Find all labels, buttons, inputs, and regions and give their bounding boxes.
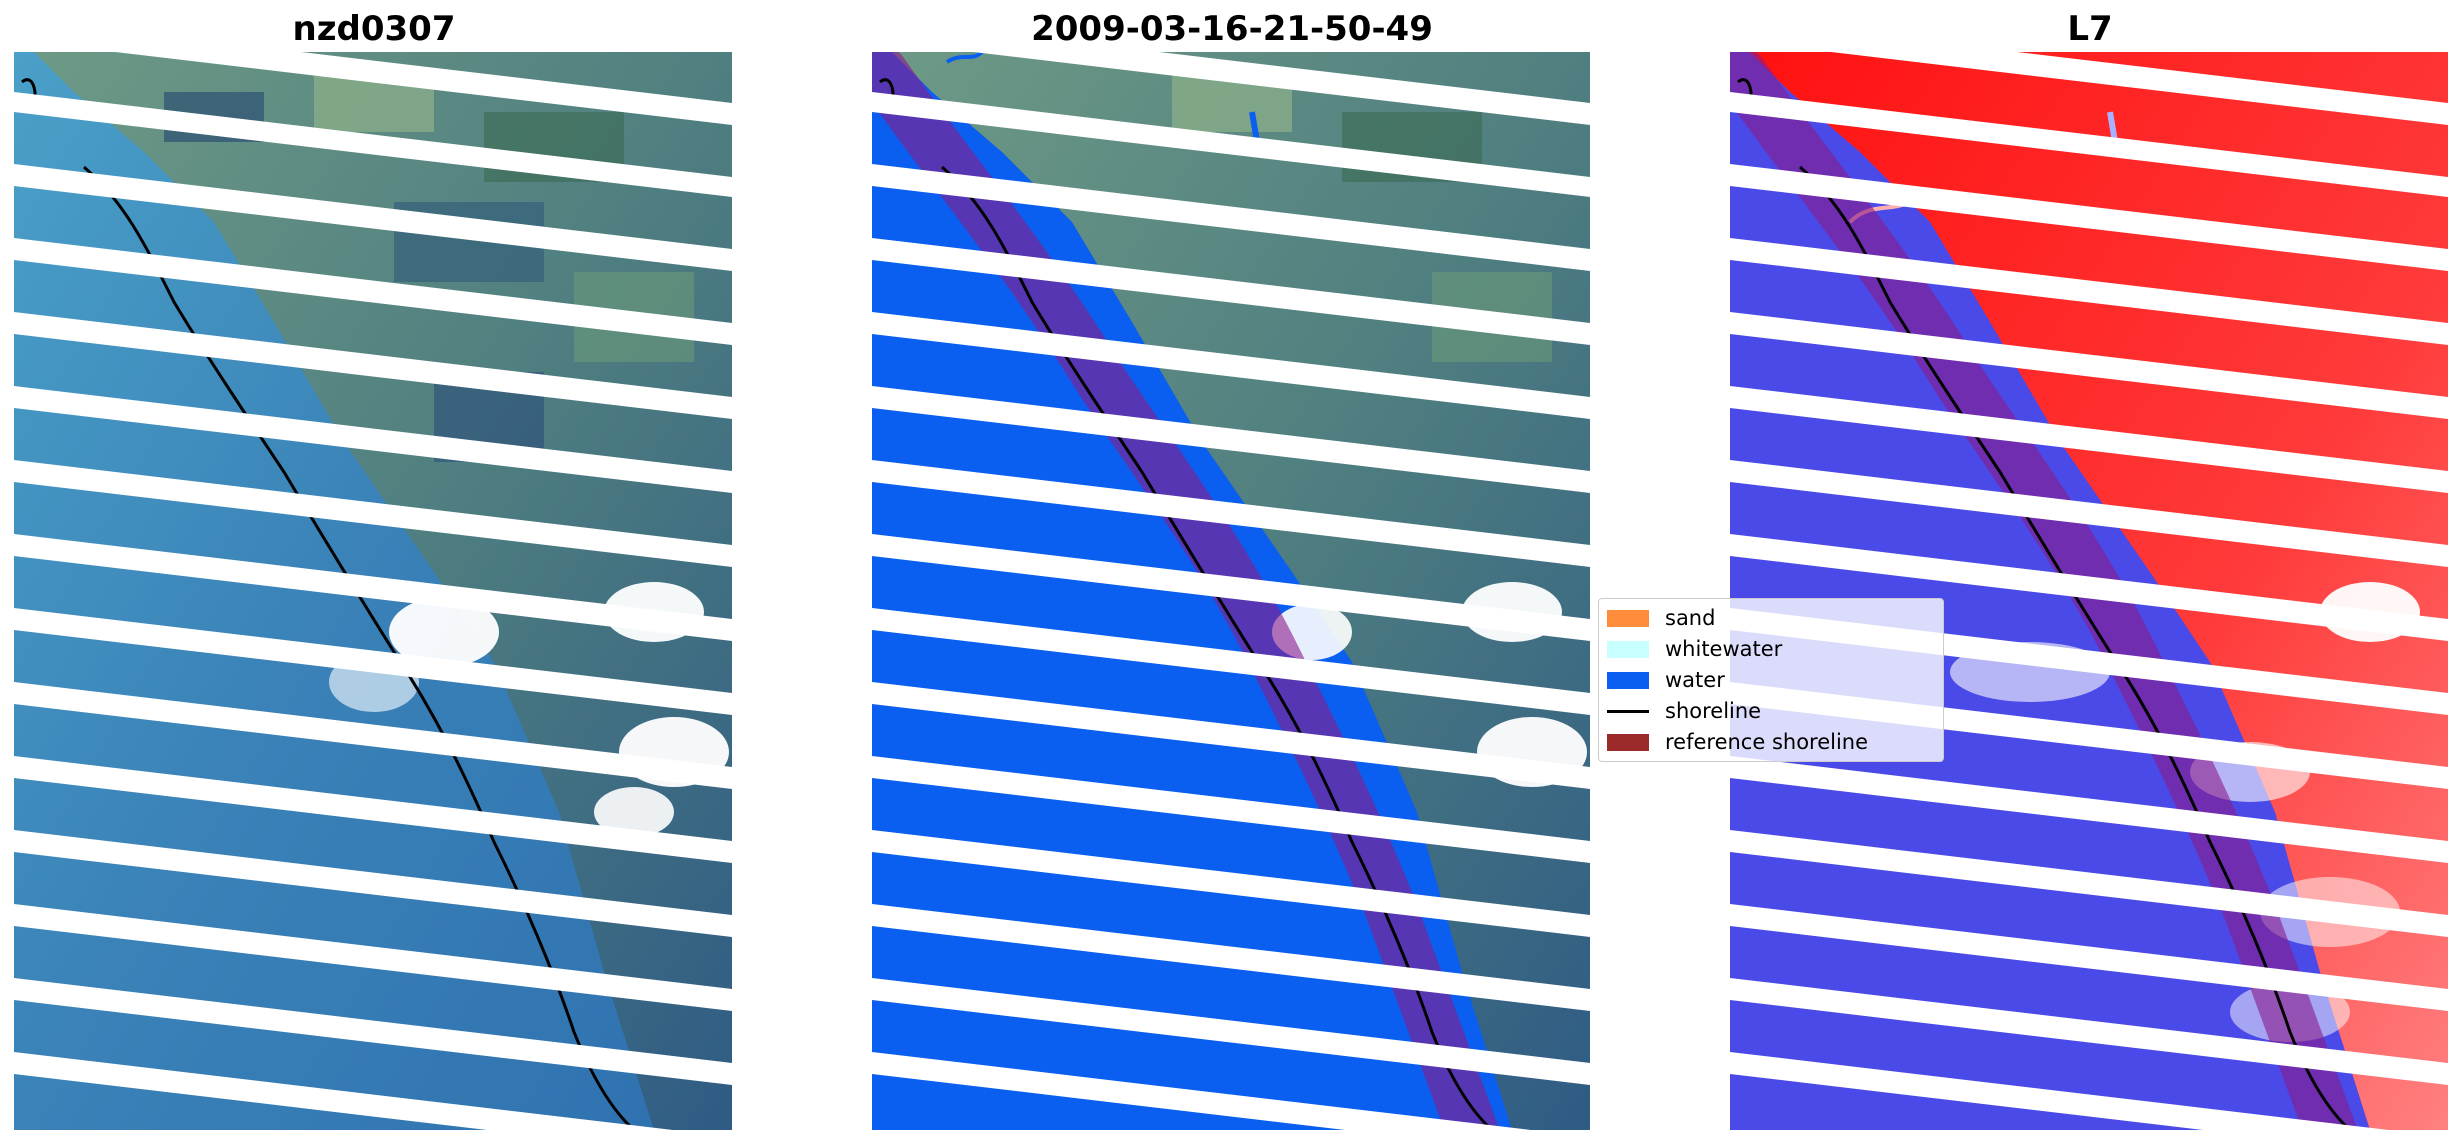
panel-title: L7 [2067, 9, 2113, 49]
legend-label: whitewater [1665, 637, 1783, 661]
rgb-satellite-image [14, 52, 732, 1130]
legend-item-shoreline: shoreline [1607, 696, 1761, 726]
legend-item-whitewater: whitewater [1607, 634, 1782, 664]
legend-label: sand [1665, 606, 1716, 630]
legend-label: shoreline [1665, 699, 1762, 723]
index-image [1730, 52, 2448, 1130]
legend-swatch [1607, 640, 1649, 658]
panel-classification: 2009-03-16-21-50-49 [872, 0, 1592, 1142]
legend-swatch [1607, 609, 1649, 627]
legend-line [1607, 709, 1649, 713]
legend-label: reference shoreline [1665, 730, 1869, 754]
legend-swatch [1607, 671, 1649, 689]
panel-index: L7 [1730, 0, 2450, 1142]
legend-item-water: water [1607, 665, 1725, 695]
panel-title: nzd0307 [292, 9, 456, 49]
legend-item-reference-shoreline: reference shoreline [1607, 727, 1868, 757]
panel-title: 2009-03-16-21-50-49 [1031, 9, 1433, 49]
legend: sand whitewater water shoreline referenc… [1598, 598, 1944, 762]
legend-item-sand: sand [1607, 603, 1715, 633]
legend-swatch [1607, 733, 1649, 751]
classified-image [872, 52, 1590, 1130]
legend-label: water [1665, 668, 1725, 692]
panel-rgb: nzd0307 [14, 0, 734, 1142]
